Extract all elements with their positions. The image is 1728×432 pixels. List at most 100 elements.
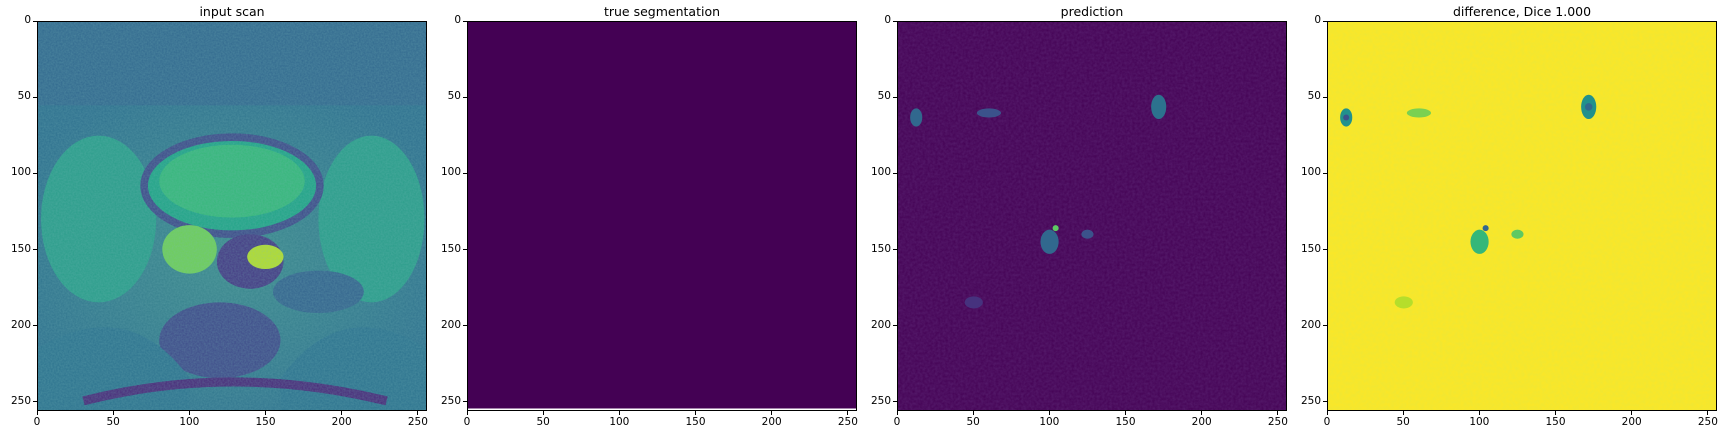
y-tick-mark (33, 325, 37, 327)
x-tick-label: 50 (966, 416, 980, 428)
x-tick-mark (542, 411, 544, 415)
y-tick-mark (463, 172, 467, 174)
x-tick-mark (112, 411, 114, 415)
x-tick-label: 0 (893, 416, 901, 428)
x-tick-mark (847, 411, 849, 415)
prediction-image (897, 21, 1287, 411)
y-tick-mark (1323, 325, 1327, 327)
y-tick-label: 150 (870, 242, 891, 255)
x-tick-mark (1201, 411, 1203, 415)
y-tick-label: 50 (877, 90, 891, 103)
x-tick-mark (1478, 411, 1480, 415)
y-tick-mark (893, 96, 897, 98)
x-tick-label: 50 (536, 416, 550, 428)
y-tick-label: 100 (10, 166, 31, 179)
x-tick-mark (771, 411, 773, 415)
y-tick-label: 250 (10, 394, 31, 407)
x-tick-mark (695, 411, 697, 415)
y-tick-mark (1323, 96, 1327, 98)
y-tick-mark (463, 325, 467, 327)
x-tick-label: 100 (1039, 416, 1060, 428)
x-tick-mark (466, 411, 468, 415)
x-tick-mark (417, 411, 419, 415)
x-tick-label: 150 (685, 416, 706, 428)
y-tick-label: 250 (1300, 394, 1321, 407)
x-tick-label: 150 (1545, 416, 1566, 428)
panel-title: true segmentation (603, 4, 721, 19)
y-tick-label: 0 (1314, 14, 1321, 26)
y-tick-label: 150 (10, 242, 31, 255)
y-tick-mark (893, 172, 897, 174)
y-tick-mark (33, 249, 37, 251)
y-tick-label: 250 (440, 394, 461, 407)
y-tick-label: 150 (1300, 242, 1321, 255)
y-tick-label: 250 (870, 394, 891, 407)
x-tick-label: 50 (106, 416, 120, 428)
y-tick-label: 200 (440, 318, 461, 331)
y-tick-label: 50 (1307, 90, 1321, 103)
x-tick-label: 250 (407, 416, 428, 428)
y-tick-label: 100 (440, 166, 461, 179)
y-tick-mark (463, 249, 467, 251)
y-tick-mark (33, 172, 37, 174)
x-tick-label: 100 (609, 416, 630, 428)
x-tick-mark (1555, 411, 1557, 415)
y-tick-label: 100 (870, 166, 891, 179)
y-tick-mark (1323, 20, 1327, 22)
y-tick-label: 200 (10, 318, 31, 331)
true-segmentation-image (467, 21, 857, 411)
x-tick-mark (341, 411, 343, 415)
x-tick-label: 150 (1115, 416, 1136, 428)
x-tick-label: 0 (463, 416, 471, 428)
y-tick-mark (33, 96, 37, 98)
y-tick-mark (1323, 401, 1327, 403)
y-tick-mark (33, 20, 37, 22)
y-tick-mark (463, 401, 467, 403)
x-tick-mark (896, 411, 898, 415)
x-tick-mark (1277, 411, 1279, 415)
x-tick-mark (618, 411, 620, 415)
y-tick-label: 200 (1300, 318, 1321, 331)
y-tick-mark (893, 249, 897, 251)
x-tick-mark (1125, 411, 1127, 415)
y-tick-mark (463, 20, 467, 22)
input-scan-image (37, 21, 427, 411)
x-tick-label: 250 (837, 416, 858, 428)
x-tick-label: 200 (1621, 416, 1642, 428)
x-tick-label: 0 (1323, 416, 1331, 428)
y-tick-mark (893, 401, 897, 403)
panel-true-segmentation: true segmentation 0 50 100 150 200 250 0 50 100 1… (430, 0, 858, 432)
x-tick-label: 0 (33, 416, 41, 428)
x-tick-mark (36, 411, 38, 415)
panel-title: input scan (199, 4, 265, 19)
x-tick-label: 200 (331, 416, 352, 428)
x-tick-mark (1326, 411, 1328, 415)
difference-image (1327, 21, 1717, 411)
x-tick-label: 100 (179, 416, 200, 428)
x-tick-label: 100 (1469, 416, 1490, 428)
x-tick-mark (1048, 411, 1050, 415)
x-tick-label: 200 (761, 416, 782, 428)
y-tick-label: 0 (24, 14, 31, 26)
y-tick-mark (893, 325, 897, 327)
x-tick-label: 150 (255, 416, 276, 428)
y-tick-mark (463, 96, 467, 98)
x-tick-label: 250 (1267, 416, 1288, 428)
y-tick-label: 200 (870, 318, 891, 331)
x-tick-mark (1631, 411, 1633, 415)
x-tick-mark (188, 411, 190, 415)
panel-prediction: prediction 0 50 100 150 200 250 0 (860, 0, 1288, 432)
x-tick-label: 250 (1697, 416, 1718, 428)
y-tick-label: 50 (447, 90, 461, 103)
panel-difference: difference, Dice 1.000 (1290, 0, 1718, 432)
panel-title: difference, Dice 1.000 (1452, 4, 1592, 19)
panel-title: prediction (1060, 4, 1124, 19)
y-tick-label: 0 (884, 14, 891, 26)
y-tick-label: 0 (454, 14, 461, 26)
x-tick-label: 50 (1396, 416, 1410, 428)
y-tick-mark (33, 401, 37, 403)
y-tick-label: 100 (1300, 166, 1321, 179)
panel-input-scan: input scan (0, 0, 428, 432)
y-tick-label: 50 (17, 90, 31, 103)
